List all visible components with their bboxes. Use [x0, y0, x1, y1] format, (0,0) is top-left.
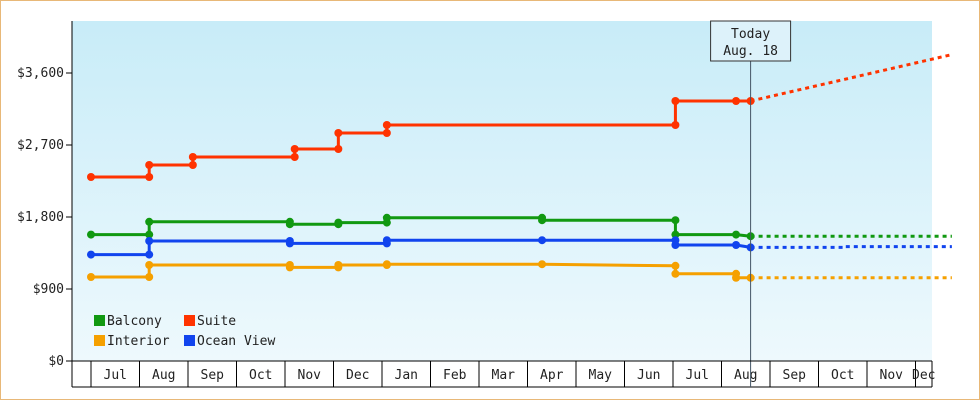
series-balcony	[87, 213, 952, 241]
data-point[interactable]	[538, 216, 547, 225]
data-point[interactable]	[145, 261, 154, 269]
data-point[interactable]	[732, 241, 741, 249]
month-label: Nov	[880, 368, 904, 383]
y-tick-label: $0	[48, 354, 64, 369]
data-point[interactable]	[145, 217, 154, 226]
month-label: Dec	[346, 368, 369, 383]
data-point[interactable]	[87, 173, 95, 181]
y-tick-label: $900	[33, 282, 64, 297]
data-point[interactable]	[671, 97, 680, 105]
data-point[interactable]	[87, 230, 95, 239]
month-label: May	[589, 368, 613, 383]
month-label: Oct	[831, 368, 854, 383]
data-point[interactable]	[732, 230, 741, 239]
data-point[interactable]	[145, 237, 154, 245]
legend-label: Ocean View	[197, 334, 275, 349]
data-point[interactable]	[671, 261, 680, 270]
data-point[interactable]	[87, 273, 95, 281]
data-point[interactable]	[732, 97, 741, 105]
data-point[interactable]	[671, 241, 680, 249]
data-point[interactable]	[188, 161, 197, 169]
data-point[interactable]	[671, 269, 680, 278]
month-label: Aug	[152, 368, 175, 383]
month-label: Mar	[492, 368, 516, 383]
series-forecast-line	[750, 53, 953, 103]
data-point[interactable]	[671, 216, 680, 225]
series-suite	[87, 53, 953, 181]
data-point[interactable]	[671, 121, 680, 129]
y-tick-label: $3,600	[17, 66, 64, 81]
data-point[interactable]	[382, 213, 391, 222]
series-interior	[87, 260, 952, 282]
data-point[interactable]	[145, 161, 154, 169]
month-label: Feb	[443, 368, 467, 383]
legend-swatch	[94, 335, 105, 346]
plot-background	[72, 21, 932, 361]
month-label: Apr	[540, 368, 564, 383]
legend-label: Balcony	[107, 314, 162, 329]
legend-label: Suite	[197, 314, 236, 329]
data-point[interactable]	[285, 220, 294, 229]
data-point[interactable]	[290, 145, 299, 153]
data-point[interactable]	[334, 218, 343, 227]
data-point[interactable]	[382, 129, 391, 137]
data-point[interactable]	[188, 153, 197, 161]
data-point[interactable]	[145, 230, 154, 239]
data-point[interactable]	[671, 230, 680, 239]
month-label: Jul	[104, 368, 127, 383]
series-ocean-view	[87, 236, 952, 259]
data-point[interactable]	[538, 236, 547, 245]
data-point[interactable]	[145, 250, 154, 259]
data-point[interactable]	[145, 273, 154, 281]
today-label: Today	[731, 27, 770, 42]
data-point[interactable]	[285, 239, 294, 248]
data-point[interactable]	[334, 261, 343, 269]
month-label: Jul	[686, 368, 709, 383]
legend-label: Interior	[107, 334, 170, 349]
month-label: Dec	[912, 368, 935, 383]
legend-swatch	[184, 315, 195, 326]
month-label: Oct	[249, 368, 272, 383]
data-point[interactable]	[382, 236, 391, 245]
month-label: Jan	[395, 368, 418, 383]
data-point[interactable]	[382, 121, 391, 129]
month-label: Nov	[298, 368, 322, 383]
y-tick-label: $2,700	[17, 138, 64, 153]
month-label: Sep	[201, 368, 225, 383]
data-point[interactable]	[732, 273, 741, 282]
legend-swatch	[184, 335, 195, 346]
data-point[interactable]	[290, 153, 299, 161]
today-date: Aug. 18	[723, 44, 778, 59]
month-label: Aug	[734, 368, 757, 383]
data-point[interactable]	[87, 250, 95, 259]
data-point[interactable]	[382, 260, 391, 269]
data-point[interactable]	[285, 263, 294, 272]
month-label: Sep	[783, 368, 807, 383]
data-point[interactable]	[538, 260, 547, 269]
data-point[interactable]	[334, 129, 343, 137]
data-point[interactable]	[145, 173, 154, 181]
data-point[interactable]	[334, 145, 343, 153]
legend-swatch	[94, 315, 105, 326]
today-box	[710, 20, 792, 62]
series-forecast-line	[750, 245, 952, 249]
y-tick-label: $1,800	[17, 210, 64, 225]
month-label: Jun	[637, 368, 660, 383]
